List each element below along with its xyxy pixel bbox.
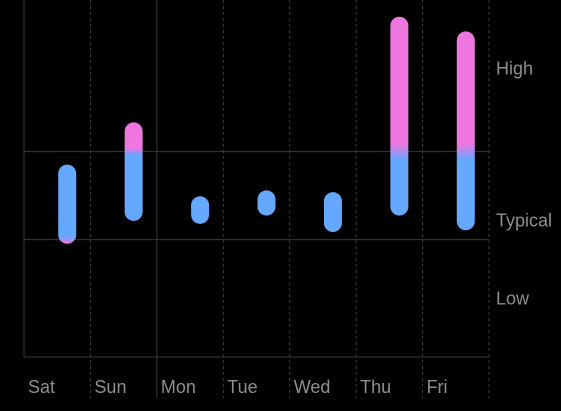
range-bar-mon <box>191 196 210 224</box>
band-label-high: High <box>496 58 533 78</box>
grid-layer <box>23 0 490 398</box>
range-bar-wed <box>323 192 342 233</box>
band-label-typical: Typical <box>496 211 552 231</box>
range-bar-thu <box>390 16 409 216</box>
day-label-tue: Tue <box>227 377 257 397</box>
range-bar-fri <box>456 31 475 231</box>
day-label-thu: Thu <box>360 377 391 397</box>
range-bar-tue <box>257 190 276 216</box>
bar-layer <box>58 16 475 244</box>
range-bar-sun <box>124 122 143 221</box>
day-label-fri: Fri <box>427 377 448 397</box>
day-label-mon: Mon <box>161 377 196 397</box>
day-label-wed: Wed <box>294 377 331 397</box>
range-bar-sat <box>58 164 77 244</box>
day-label-sat: Sat <box>28 377 55 397</box>
band-label-low: Low <box>496 288 530 308</box>
day-label-sun: Sun <box>94 377 126 397</box>
label-layer: Low Typical High Sat Sun Mon Tue Wed Thu Fri <box>28 58 552 397</box>
